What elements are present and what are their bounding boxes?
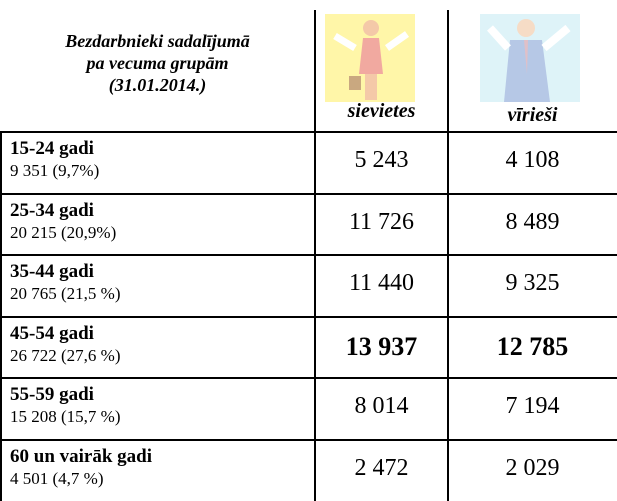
- cell-value: 7 194: [505, 393, 560, 419]
- row-border: [0, 315, 617, 318]
- title-line: (31.01.2014.): [108, 75, 207, 95]
- row-border: [0, 377, 617, 379]
- cell-value: 2 029: [505, 454, 560, 481]
- header-title: Bezdarbnieki sadalījumā pa vecuma grupām…: [0, 30, 315, 96]
- row-border: [0, 254, 617, 256]
- row-label: 60 un vairāk gadi: [10, 445, 153, 467]
- row-border: [0, 131, 617, 133]
- cell-value: 8 014: [354, 393, 409, 419]
- title-line: pa vecuma grupām: [86, 53, 229, 73]
- cell-value: 12 785: [496, 331, 569, 361]
- row-total: 20 765 (21,5 %): [10, 284, 121, 303]
- row-label: 35-44 gadi: [10, 261, 94, 282]
- cell-value: 13 937: [345, 331, 418, 361]
- man-icon: [480, 14, 580, 102]
- column-header: vīrieši: [507, 104, 558, 126]
- row-label: 45-54 gadi: [10, 322, 94, 344]
- row-total: 20 215 (20,9%): [10, 222, 117, 242]
- row-total: 9 351 (9,7%): [10, 161, 100, 180]
- cell-value: 4 108: [505, 147, 560, 173]
- cell-value: 5 243: [354, 147, 409, 173]
- row-border: [0, 192, 617, 195]
- woman-icon: [325, 14, 415, 102]
- row-label: 55-59 gadi: [10, 384, 94, 405]
- cell-value: 2 472: [354, 454, 409, 481]
- row-total: 15 208 (15,7 %): [10, 407, 121, 426]
- row-label: 25-34 gadi: [10, 199, 94, 221]
- cell-value: 11 440: [348, 270, 415, 296]
- column-header: sievietes: [347, 100, 416, 122]
- row-total: 26 722 (27,6 %): [10, 345, 121, 365]
- cell-value: 9 325: [505, 270, 560, 296]
- cell-value: 11 726: [348, 208, 415, 235]
- cell-value: 8 489: [505, 208, 560, 235]
- row-label: 15-24 gadi: [10, 138, 94, 159]
- title-line: Bezdarbnieki sadalījumā: [65, 31, 250, 51]
- row-total: 4 501 (4,7 %): [10, 468, 104, 488]
- row-border: [0, 438, 617, 441]
